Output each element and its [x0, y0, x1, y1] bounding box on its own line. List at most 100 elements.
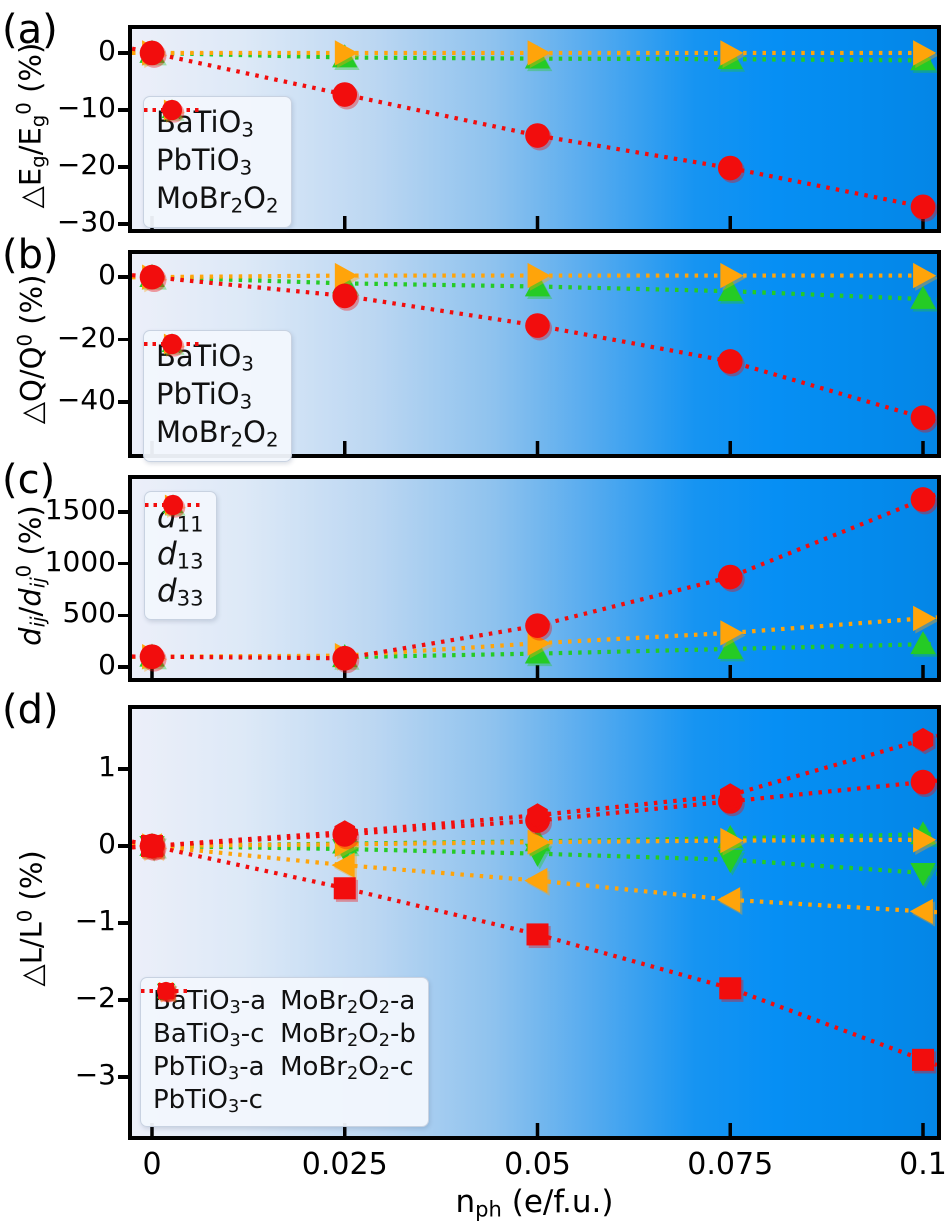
y-tick-mark — [118, 998, 128, 1002]
marker-MoBr2O2-b-shape — [527, 803, 548, 828]
marker-MoBr2O2-shape — [332, 283, 358, 309]
y-tick-label: −1 — [74, 903, 116, 937]
marker-d33 — [332, 645, 360, 674]
y-tick-mark — [118, 613, 128, 618]
circle-icon — [145, 494, 201, 518]
legend-key-marker-shape — [158, 983, 174, 999]
y-tick-mark — [118, 165, 128, 169]
marker-PbTiO3-c-shape — [524, 867, 548, 894]
legend-key-marker-shape — [161, 99, 183, 121]
square-icon — [141, 983, 191, 1002]
marker-PbTiO3 — [527, 40, 553, 69]
marker-PbTiO3-shape — [527, 262, 551, 289]
marker-d11-shape — [910, 631, 936, 655]
marker-PbTiO3-c — [909, 898, 936, 927]
marker-MoBr2O2 — [332, 82, 360, 110]
y-tick-mark — [118, 337, 128, 342]
marker-d33-shape — [139, 644, 165, 670]
text-segment: 3 — [227, 1063, 240, 1084]
y-tick-mark — [118, 561, 128, 566]
y-tick-label: 1500 — [44, 492, 116, 526]
marker-MoBr2O2-a-shape — [910, 769, 936, 795]
marker-d33 — [910, 487, 937, 515]
marker-d33-shape — [332, 645, 358, 671]
y-tick-mark — [118, 1074, 128, 1079]
marker-MoBr2O2-b — [912, 727, 936, 755]
marker-d13-shape — [913, 605, 937, 632]
plot-canvas-b — [132, 262, 937, 454]
y-tick-label: 500 — [62, 596, 116, 630]
marker-MoBr2O2 — [332, 283, 360, 311]
marker-PbTiO3-a — [913, 827, 937, 856]
legend-label: d13 — [157, 539, 204, 572]
marker-MoBr2O2-c-shape — [141, 834, 163, 857]
y-tick-mark — [118, 921, 128, 925]
y-tick-label: −10 — [56, 90, 116, 124]
legend-key-marker — [161, 99, 185, 123]
marker-MoBr2O2-b-shape — [334, 820, 356, 844]
marker-PbTiO3-c-shape — [909, 898, 933, 924]
marker-PbTiO3 — [334, 40, 361, 69]
marker-PbTiO3-shape — [334, 40, 358, 66]
text-segment: 2 — [378, 1063, 390, 1084]
marker-MoBr2O2 — [910, 405, 937, 433]
marker-MoBr2O2-c-shape — [719, 977, 742, 1000]
plot-canvas-d — [132, 727, 937, 1136]
text-segment: O — [358, 1018, 379, 1049]
legend-item-d13: d13 — [145, 494, 204, 574]
plot-canvas-c — [132, 487, 937, 678]
text-segment: d — [13, 626, 48, 646]
text-segment: 3 — [229, 997, 241, 1018]
marker-d33-shape — [525, 613, 550, 638]
panel-a: (a) △Eg/Eg0 (%) BaTiO3 PbTiO3 MoBr2O2 0 −10… — [0, 10, 949, 237]
circle-icon — [144, 99, 200, 123]
legend-item-MoBr2O2-c: MoBr2O2-c — [141, 983, 416, 1085]
marker-MoBr2O2-shape — [910, 194, 936, 220]
marker-MoBr2O2-shape — [139, 40, 165, 66]
marker-MoBr2O2-c — [912, 1048, 937, 1074]
marker-d11-shape — [524, 640, 551, 664]
text-segment: PbTiO — [156, 142, 240, 177]
marker-BaTiO3 — [910, 285, 937, 312]
panel-d: (d) △L/L0 (%) BaTiO3-a BaTiO3-c PbTiO3-a Pb… — [0, 690, 949, 1140]
marker-PbTiO3-a — [527, 829, 553, 858]
marker-MoBr2O2 — [910, 194, 937, 222]
text-segment: d — [157, 573, 177, 610]
text-segment: 11 — [176, 511, 204, 537]
text-segment: ph — [475, 1196, 502, 1222]
y-tick-label: 0 — [98, 826, 116, 860]
marker-d33-shape — [717, 564, 743, 590]
text-segment: 33 — [176, 585, 204, 611]
text-segment: PbTiO — [153, 1051, 228, 1082]
plot-area-c: d 11 d13 d33 — [128, 475, 941, 682]
text-segment: MoBr — [280, 1051, 347, 1082]
marker-PbTiO3-shape — [720, 262, 744, 289]
y-tick-label: 0 — [98, 648, 116, 682]
marker-PbTiO3-a-shape — [720, 827, 744, 854]
text-segment: (e/f.u.) — [501, 1184, 614, 1220]
marker-PbTiO3-a-shape — [527, 829, 551, 855]
legend-column: BaTiO3 PbTiO3 MoBr2O2 — [144, 333, 279, 453]
text-segment: ij — [26, 576, 50, 588]
text-segment: MoBr — [156, 180, 231, 215]
text-segment: MoBr — [156, 414, 231, 449]
y-tick-label: −20 — [56, 320, 116, 354]
x-axis-label: nph (e/f.u.) — [128, 1184, 941, 1222]
marker-MoBr2O2 — [139, 40, 167, 68]
legend-d: BaTiO3-a BaTiO3-c PbTiO3-a PbTiO3-c MoBr2O2-… — [140, 977, 429, 1127]
marker-d13 — [720, 620, 746, 649]
marker-BaTiO3 — [717, 277, 746, 304]
marker-MoBr2O2-b-shape — [719, 783, 741, 808]
y-tick-label: −20 — [56, 147, 116, 181]
legend-label: BaTiO3-c — [153, 1021, 264, 1051]
marker-MoBr2O2 — [139, 264, 167, 293]
marker-MoBr2O2-b — [527, 803, 550, 830]
text-segment: O — [243, 414, 266, 449]
x-tick-label: 0.1 — [899, 1147, 947, 1182]
circle-icon — [144, 333, 200, 357]
marker-PbTiO3-c — [524, 867, 550, 896]
text-segment: 2 — [378, 997, 390, 1018]
legend-item-MoBr2O2-b: MoBr2O2-b — [141, 982, 416, 1052]
legend-item-d33: d33 — [145, 494, 204, 611]
marker-PbTiO3-c-shape — [331, 852, 355, 878]
